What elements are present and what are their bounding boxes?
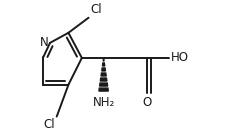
Text: Cl: Cl [44, 118, 55, 131]
Polygon shape [102, 63, 105, 66]
Polygon shape [103, 58, 104, 61]
Polygon shape [100, 83, 108, 86]
Polygon shape [100, 78, 107, 81]
Text: NH₂: NH₂ [93, 96, 115, 109]
Polygon shape [101, 73, 106, 76]
Text: O: O [142, 96, 152, 109]
Text: HO: HO [171, 51, 189, 64]
Text: N: N [40, 36, 48, 49]
Text: Cl: Cl [90, 3, 102, 16]
Polygon shape [102, 68, 106, 71]
Polygon shape [99, 88, 108, 91]
